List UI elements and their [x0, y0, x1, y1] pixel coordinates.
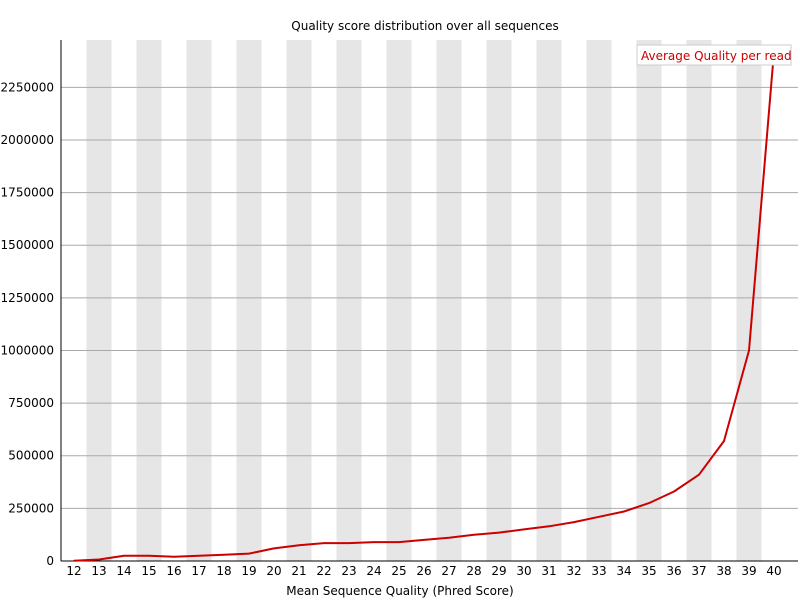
y-tick-label: 500000 — [8, 449, 54, 463]
x-tick-label: 26 — [416, 564, 431, 578]
x-tick-label: 24 — [366, 564, 381, 578]
band-23 — [336, 40, 362, 561]
x-tick-label: 18 — [216, 564, 231, 578]
data-point — [373, 541, 375, 543]
data-point — [698, 473, 700, 476]
band-37 — [686, 40, 712, 561]
data-point — [423, 539, 425, 541]
x-tick-label: 36 — [666, 564, 681, 578]
axes — [60, 40, 798, 562]
y-tick-label: 1250000 — [1, 291, 54, 305]
y-tick-label: 2250000 — [1, 80, 54, 94]
band-19 — [236, 40, 262, 561]
x-tick-label: 12 — [66, 564, 81, 578]
data-point — [723, 440, 725, 442]
horizontal-gridlines — [61, 86, 798, 509]
band-15 — [136, 40, 162, 561]
x-tick-label: 14 — [116, 564, 131, 578]
data-point — [98, 558, 100, 561]
data-point — [248, 552, 250, 555]
data-point — [323, 542, 325, 544]
series-layer — [73, 50, 775, 562]
band-39 — [736, 40, 762, 561]
band-33 — [586, 40, 612, 561]
band-13 — [86, 40, 112, 561]
x-tick-label: 39 — [741, 564, 756, 578]
x-tick-label: 27 — [441, 564, 456, 578]
x-tick-label: 40 — [766, 564, 781, 578]
x-axis-label: Mean Sequence Quality (Phred Score) — [286, 584, 514, 598]
legend: Average Quality per read — [636, 44, 792, 66]
x-tick-label: 13 — [91, 564, 106, 578]
data-point — [223, 553, 225, 556]
data-point — [198, 554, 200, 557]
series-line-0 — [73, 51, 775, 562]
y-tick-label: 250000 — [8, 501, 54, 515]
band-27 — [436, 40, 462, 561]
x-tick-label: 31 — [541, 564, 556, 578]
data-point — [273, 547, 275, 550]
data-point — [348, 542, 350, 544]
data-point — [298, 544, 300, 546]
legend-series-label: Average Quality per read — [641, 49, 792, 63]
y-tick-label: 1000000 — [1, 343, 54, 357]
x-tick-label: 22 — [316, 564, 331, 578]
y-tick-label: 1750000 — [1, 186, 54, 200]
alternating-bands — [86, 40, 762, 561]
chart-title: Quality score distribution over all sequ… — [291, 19, 558, 33]
data-point — [173, 556, 175, 558]
x-tick-label: 28 — [466, 564, 481, 578]
x-tick-label: 21 — [291, 564, 306, 578]
data-point — [448, 537, 450, 539]
legend-box — [636, 44, 792, 66]
x-tick-label: 19 — [241, 564, 256, 578]
band-35 — [636, 40, 662, 561]
band-31 — [536, 40, 562, 561]
x-axis-ticks: 12 13 14 15 16 17 18 19 20 21 22 23 24 25 26 27 28 29 30 31… — [66, 564, 781, 578]
x-tick-label: 17 — [191, 564, 206, 578]
y-tick-label: 1500000 — [1, 238, 54, 252]
x-tick-label: 34 — [616, 564, 631, 578]
data-point — [398, 541, 400, 543]
data-point — [548, 525, 550, 528]
data-point — [523, 528, 525, 531]
x-tick-label: 37 — [691, 564, 706, 578]
data-point — [473, 533, 475, 536]
band-17 — [186, 40, 212, 561]
data-point — [148, 554, 150, 557]
data-point — [73, 559, 75, 562]
data-point — [498, 531, 500, 534]
x-tick-label: 16 — [166, 564, 181, 578]
band-25 — [386, 40, 412, 561]
data-point — [673, 490, 675, 493]
y-tick-label: 750000 — [8, 396, 54, 410]
x-tick-label: 35 — [641, 564, 656, 578]
x-tick-label: 32 — [566, 564, 581, 578]
x-tick-label: 15 — [141, 564, 156, 578]
data-point — [648, 502, 650, 504]
y-tick-label: 0 — [46, 554, 54, 568]
x-tick-label: 38 — [716, 564, 731, 578]
band-21 — [286, 40, 312, 561]
x-tick-label: 20 — [266, 564, 281, 578]
data-point — [748, 349, 750, 352]
data-point — [573, 521, 575, 523]
y-axis-ticks: 0 250000 500000 750000 1000000 1250000 1500000… — [1, 80, 54, 568]
x-tick-label: 25 — [391, 564, 406, 578]
data-point — [598, 516, 600, 518]
x-tick-label: 29 — [491, 564, 506, 578]
x-tick-label: 30 — [516, 564, 531, 578]
x-tick-label: 23 — [341, 564, 356, 578]
data-point — [123, 554, 125, 557]
y-tick-label: 2000000 — [1, 133, 54, 147]
band-29 — [486, 40, 512, 561]
data-point — [623, 510, 625, 513]
x-tick-label: 33 — [591, 564, 606, 578]
